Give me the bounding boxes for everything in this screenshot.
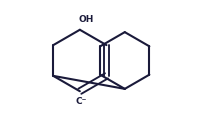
Text: OH: OH — [78, 15, 93, 24]
Text: C⁻: C⁻ — [75, 97, 86, 106]
